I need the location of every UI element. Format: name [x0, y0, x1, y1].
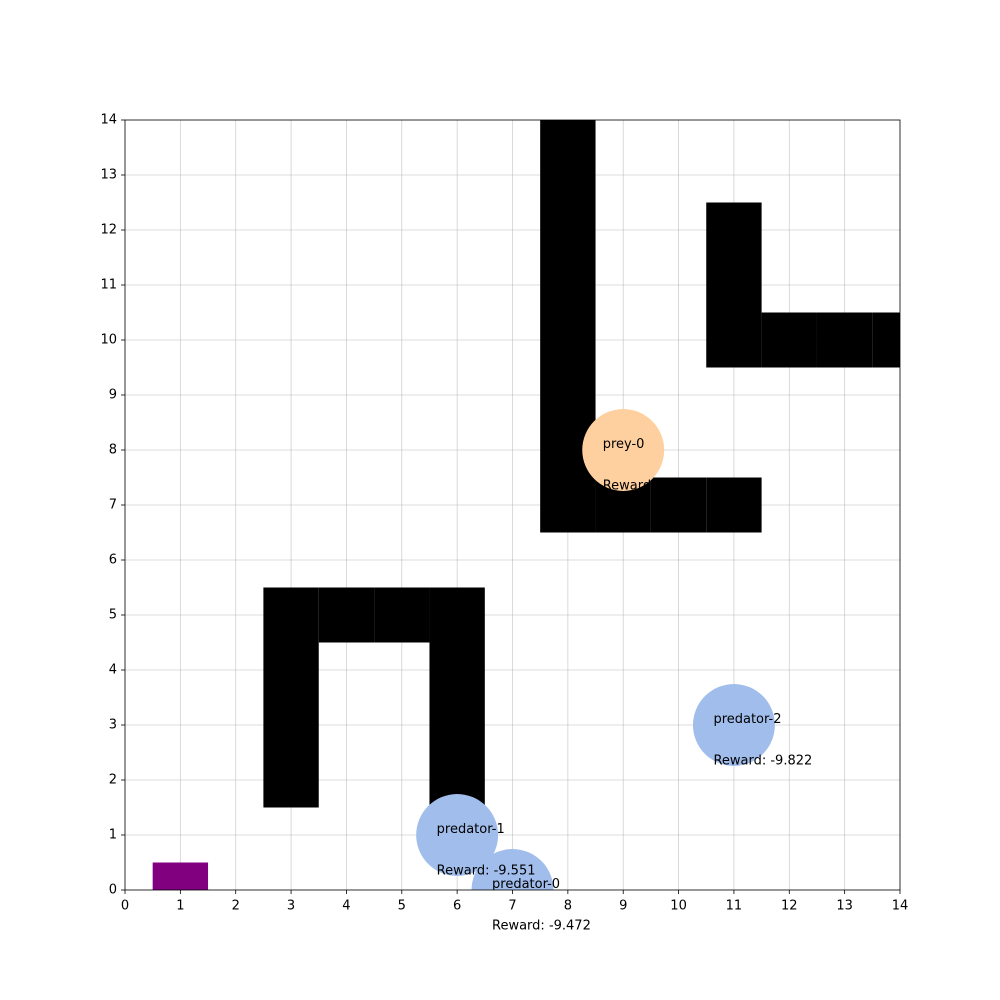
- x-tick-label: 12: [781, 899, 798, 914]
- wall: [263, 752, 319, 808]
- wall: [429, 587, 485, 643]
- wall: [263, 642, 319, 698]
- wall: [872, 312, 900, 368]
- plot-frame: [124, 119, 901, 891]
- y-tick-label: 5: [109, 608, 117, 623]
- y-tick-label: 12: [100, 223, 117, 238]
- wall: [540, 147, 596, 203]
- y-tick-label: 3: [109, 718, 117, 733]
- wall: [540, 257, 596, 313]
- agent-name: predator-2: [713, 712, 781, 727]
- x-tick-label: 3: [287, 899, 295, 914]
- wall: [540, 202, 596, 258]
- y-tick-label: 9: [109, 388, 117, 403]
- y-tick-label: 2: [109, 773, 117, 788]
- agent: [692, 684, 775, 766]
- wall: [761, 312, 817, 368]
- x-tick-label: 14: [892, 899, 909, 914]
- y-tick-label: 14: [100, 113, 117, 128]
- agent-name: predator-1: [437, 822, 505, 837]
- wall: [429, 697, 485, 753]
- x-tick-label: 5: [398, 899, 406, 914]
- wall: [540, 312, 596, 368]
- x-tick-label: 0: [121, 899, 129, 914]
- x-tick-label: 9: [619, 899, 627, 914]
- x-tick-label: 4: [342, 899, 350, 914]
- wall: [318, 587, 375, 643]
- y-tick-label: 13: [100, 168, 117, 183]
- wall: [816, 312, 873, 368]
- wall: [540, 367, 596, 423]
- agent-name: prey-0: [603, 437, 645, 452]
- y-tick-label: 11: [100, 278, 117, 293]
- agent-reward: Reward: -9.551: [437, 863, 536, 878]
- wall: [263, 697, 319, 753]
- x-tick-label: 8: [564, 899, 572, 914]
- y-tick-label: 8: [109, 443, 117, 458]
- x-tick-label: 2: [232, 899, 240, 914]
- wall: [263, 587, 319, 643]
- agent: [416, 794, 499, 876]
- x-tick-label: 1: [176, 899, 184, 914]
- agent-reward: Reward: -9.472: [492, 918, 591, 933]
- y-tick-label: 6: [109, 553, 117, 568]
- wall: [429, 642, 485, 698]
- wall: [374, 587, 430, 643]
- y-tick-label: 7: [109, 498, 117, 513]
- wall: [706, 477, 762, 533]
- wall: [540, 477, 596, 533]
- wall: [650, 477, 707, 533]
- x-tick-label: 13: [836, 899, 853, 914]
- y-tick-label: 1: [109, 828, 117, 843]
- y-tick-label: 10: [100, 333, 117, 348]
- wall: [706, 312, 762, 368]
- agent-name: predator-0: [492, 877, 560, 892]
- plot-layer: prey-0 predator-1 predator-0 predator-2: [125, 120, 900, 892]
- agent: [471, 849, 554, 890]
- wall: [540, 120, 596, 148]
- y-tick-label: 4: [109, 663, 117, 678]
- x-tick-label: 7: [508, 899, 516, 914]
- x-tick-label: 11: [726, 899, 743, 914]
- wall: [706, 257, 762, 313]
- wall: [706, 202, 762, 258]
- agent-reward: Reward: [603, 478, 651, 493]
- x-tick-label: 10: [670, 899, 687, 914]
- goal: [152, 862, 209, 890]
- x-tick-label: 6: [453, 899, 461, 914]
- agent-reward: Reward: -9.822: [713, 753, 812, 768]
- y-tick-label: 0: [109, 883, 117, 898]
- agent: [582, 409, 665, 491]
